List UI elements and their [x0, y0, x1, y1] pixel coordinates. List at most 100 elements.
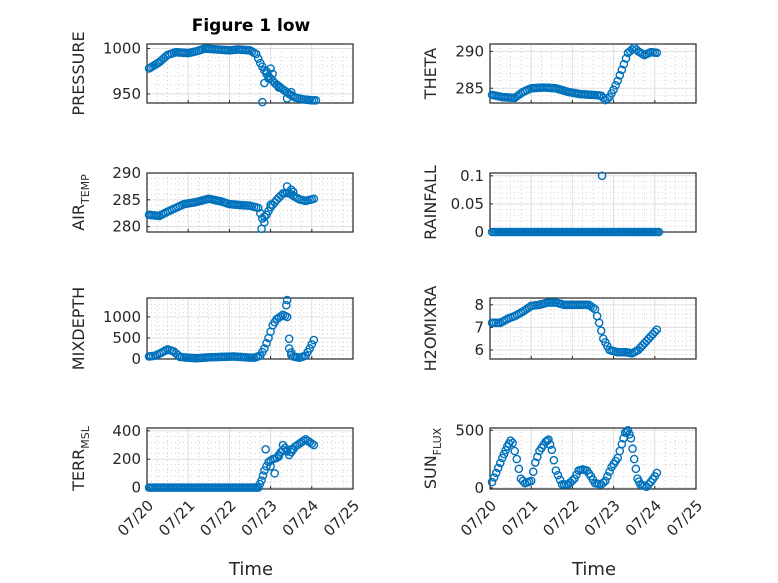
data-point	[299, 436, 308, 446]
data-point	[251, 49, 261, 59]
y-axis-label-text: AIR	[69, 204, 88, 231]
y-axis-label-text: H2OMIXRA	[421, 286, 440, 372]
data-point	[288, 187, 298, 197]
data-point	[274, 452, 284, 461]
y-tick-label: 200	[112, 450, 141, 468]
y-tick-label: 285	[112, 191, 141, 209]
data-point	[282, 312, 292, 322]
data-point	[307, 439, 317, 448]
data-point	[531, 458, 540, 467]
y-tick-label: 290	[112, 164, 141, 182]
subplot-rainfall: 0 0.05 0.1 RAINFALL	[421, 165, 697, 241]
data-point	[253, 54, 263, 63]
y-tick-label: 0.05	[451, 195, 484, 213]
data-point	[594, 318, 604, 328]
axes-border	[146, 43, 354, 104]
y-axis-label-text: THETA	[421, 48, 440, 100]
data-point	[518, 476, 528, 486]
data-point	[286, 185, 296, 194]
data-point	[260, 466, 269, 475]
y-axis-label: AIRTEMP	[69, 174, 92, 231]
data-point	[266, 200, 275, 209]
data-point	[260, 218, 269, 227]
data-point	[603, 94, 612, 103]
data-point	[281, 300, 291, 310]
data-point	[266, 203, 275, 212]
data-point	[526, 476, 536, 486]
data-point	[625, 430, 634, 439]
data-point	[568, 476, 577, 485]
data-point	[617, 439, 627, 449]
data-point	[514, 464, 524, 474]
data-point	[650, 327, 660, 337]
data-point	[613, 76, 623, 86]
data-point	[270, 469, 280, 478]
y-axis-label-text: TERR	[69, 449, 88, 492]
y-axis-label-subscript: TEMP	[79, 174, 92, 205]
data-point	[596, 326, 606, 336]
data-point	[311, 95, 321, 105]
data-point	[629, 454, 639, 464]
data-point	[261, 444, 270, 454]
data-point	[528, 467, 538, 477]
y-tick-label: 1000	[103, 40, 141, 58]
y-tick-label: 400	[112, 422, 141, 440]
y-axis-label: PRESSURE	[69, 31, 88, 115]
y-tick-label: 950	[112, 85, 141, 103]
data-point	[626, 434, 636, 443]
data-point	[274, 83, 284, 92]
data-point	[286, 87, 296, 97]
y-axis-label-text: RAINFALL	[421, 165, 440, 240]
data-point	[551, 466, 561, 475]
data-point	[506, 436, 515, 445]
data-point	[284, 334, 294, 344]
data-point	[262, 462, 271, 471]
data-point	[644, 480, 653, 489]
data-point	[286, 350, 296, 360]
data-point	[257, 476, 266, 485]
y-tick-label: 0	[474, 223, 484, 241]
y-axis-label: RAINFALL	[421, 165, 440, 240]
data-point	[545, 440, 555, 449]
y-tick-label: 285	[455, 79, 484, 97]
y-tick-label: 500	[112, 329, 141, 347]
data-point	[262, 338, 271, 348]
data-point	[544, 435, 553, 444]
data-point	[652, 48, 662, 58]
data-point	[501, 445, 510, 455]
data-point	[619, 59, 629, 69]
data-point	[617, 65, 627, 75]
data-point	[510, 446, 520, 456]
data-point	[286, 444, 296, 454]
data-point	[570, 474, 579, 483]
data-point	[278, 440, 288, 450]
axes-frame	[146, 427, 354, 490]
data-point	[266, 462, 275, 471]
data-point	[553, 470, 563, 480]
data-point	[605, 467, 614, 477]
y-axis-label-text: PRESSURE	[69, 31, 88, 115]
data-point	[278, 445, 288, 455]
axes-border	[489, 297, 697, 360]
y-tick-label: 280	[112, 218, 141, 236]
y-axis-label-subscript: FLUX	[431, 427, 444, 455]
axes-border	[489, 172, 697, 233]
data-point	[309, 335, 319, 345]
y-tick-label: 0	[474, 479, 484, 497]
data-point	[547, 445, 557, 455]
data-point	[491, 468, 501, 478]
data-point	[258, 471, 268, 480]
subplot-mixdepth: 0 500 1000 MIXDEPTH	[69, 287, 354, 370]
y-axis-label-text: SUN	[421, 455, 440, 489]
data-point	[276, 311, 286, 321]
y-tick-label: 6	[474, 341, 484, 359]
x-axis-label-left: Time	[228, 559, 273, 580]
y-tick-label: 7	[474, 318, 484, 336]
y-axis-label: THETA	[421, 48, 440, 100]
data-point	[493, 463, 503, 473]
data-point	[307, 339, 317, 349]
y-tick-label: 0	[131, 350, 141, 368]
axes-border	[489, 427, 697, 490]
data-point	[282, 295, 292, 305]
data-point	[652, 325, 662, 334]
